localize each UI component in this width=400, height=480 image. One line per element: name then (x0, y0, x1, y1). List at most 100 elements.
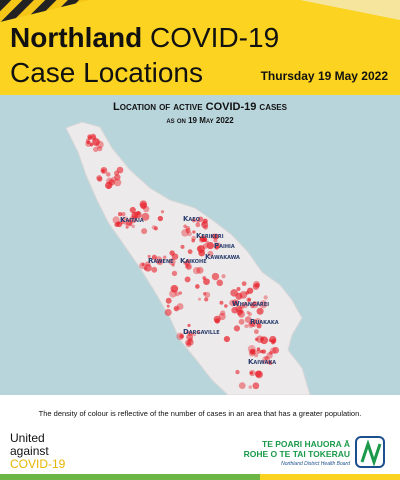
case-dot (255, 370, 264, 379)
case-dot (140, 202, 147, 210)
case-dot (121, 212, 126, 217)
place-label: Kawakawa (205, 253, 240, 261)
case-dot (213, 233, 219, 240)
header-bg (0, 0, 400, 95)
case-dot (206, 241, 214, 250)
case-dot (211, 272, 220, 281)
map-title: Location of active COVID-19 cases (113, 101, 288, 113)
place-label: Rawene (148, 257, 174, 265)
case-dot (248, 385, 252, 389)
case-dot (92, 138, 100, 146)
case-dot (166, 304, 170, 308)
case-dot (114, 174, 121, 181)
case-dot (269, 350, 273, 355)
header-stripes (0, 0, 90, 22)
case-dot (256, 323, 262, 329)
case-dot (184, 260, 191, 266)
case-dot (185, 330, 189, 334)
case-dot (178, 291, 183, 295)
footer-stripe-green (0, 474, 260, 480)
case-dot (186, 342, 192, 348)
case-dot (216, 279, 224, 287)
case-dot (196, 266, 204, 274)
case-dot (185, 228, 191, 234)
case-dot (164, 308, 172, 316)
case-dot (187, 249, 193, 255)
map-subtitle: as on 19 May 2022 (166, 116, 234, 125)
case-dot (97, 146, 103, 152)
case-dot (224, 304, 228, 308)
case-dot (90, 133, 97, 140)
case-dot (238, 382, 246, 389)
case-dot (168, 258, 176, 266)
case-dot (108, 179, 115, 186)
case-dots (85, 133, 280, 390)
dhb-line2: ROHE O TE TAI TOKERAU (244, 449, 350, 459)
case-dot (214, 318, 220, 324)
case-dot (157, 215, 164, 222)
case-dot (197, 245, 205, 253)
case-dot (249, 348, 256, 355)
case-dot (134, 211, 142, 219)
case-dot (229, 299, 236, 307)
case-dot (201, 221, 209, 229)
case-dot (259, 300, 268, 309)
case-dot (264, 356, 269, 361)
case-dot (256, 349, 261, 354)
case-dot (213, 242, 220, 249)
dhb-logo (355, 436, 385, 468)
case-dot (223, 335, 231, 343)
case-dot (186, 333, 194, 341)
case-dot (171, 263, 175, 267)
case-dot (254, 317, 262, 326)
case-dot (95, 140, 104, 149)
case-dot (254, 282, 260, 288)
case-dot (218, 312, 226, 321)
place-label: Kaikohe (180, 257, 207, 265)
case-dot (269, 347, 277, 354)
case-dot (244, 316, 252, 324)
case-dot (203, 278, 210, 286)
title-bold: Northland (10, 22, 142, 53)
case-dot (176, 332, 184, 341)
case-dot (195, 284, 200, 289)
case-dot (192, 267, 201, 275)
case-dot (202, 277, 206, 281)
case-dot (202, 292, 207, 296)
case-dot (246, 310, 250, 315)
case-dot (125, 225, 129, 229)
case-dot (214, 244, 220, 250)
case-dot (261, 349, 267, 354)
case-dot (250, 303, 255, 309)
case-dot (251, 301, 259, 309)
case-dot (263, 295, 268, 300)
case-dot (181, 229, 189, 237)
place-label: Kaitaia (120, 216, 144, 224)
case-dot (145, 261, 151, 267)
case-dot (192, 230, 196, 234)
case-dot (241, 281, 247, 287)
case-dot (253, 329, 259, 335)
case-dot (197, 216, 204, 223)
header-date: Thursday 19 May 2022 (261, 69, 389, 83)
case-dot (169, 289, 177, 298)
case-dot (239, 291, 248, 299)
case-dot (220, 310, 226, 316)
land (65, 121, 311, 396)
case-dot (249, 371, 254, 375)
case-dot (256, 307, 264, 315)
case-dot (139, 262, 146, 270)
case-dot (195, 222, 201, 228)
case-dot (151, 266, 158, 273)
case-dot (237, 310, 245, 318)
case-dot (101, 169, 105, 173)
case-dot (170, 284, 179, 293)
case-dot (147, 254, 151, 258)
case-dot (269, 335, 277, 343)
caption: The density of colour is reflective of t… (39, 409, 362, 418)
case-dot (249, 320, 255, 327)
case-dot (151, 254, 157, 260)
case-dot (92, 146, 99, 153)
case-dot (252, 301, 257, 305)
case-dot (204, 297, 209, 302)
